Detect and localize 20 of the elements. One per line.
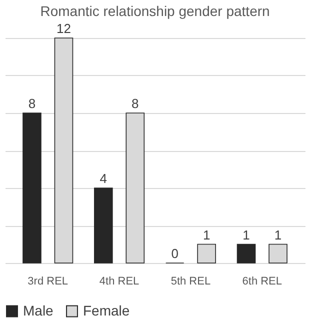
legend-label: Female — [83, 302, 130, 318]
data-label: 1 — [202, 227, 210, 242]
bar — [94, 188, 113, 264]
x-tick-label: 4th REL — [99, 276, 140, 288]
chart-title: Romantic relationship gender pattern — [40, 3, 270, 19]
legend-label: Male — [23, 302, 54, 318]
data-label: 8 — [132, 96, 139, 111]
bar — [22, 112, 42, 264]
x-tick-label: 6th REL — [242, 276, 282, 288]
x-tick-label: 3rd REL — [28, 276, 68, 288]
data-label: 4 — [100, 171, 108, 186]
x-tick-label: 5th REL — [170, 276, 211, 288]
data-label: 0 — [171, 246, 178, 261]
bar — [197, 244, 216, 264]
bar — [268, 244, 288, 264]
data-label: 1 — [274, 227, 282, 242]
data-label: 12 — [56, 21, 71, 36]
bar — [236, 244, 256, 264]
data-label: 8 — [28, 96, 36, 111]
data-label: 1 — [242, 227, 250, 242]
